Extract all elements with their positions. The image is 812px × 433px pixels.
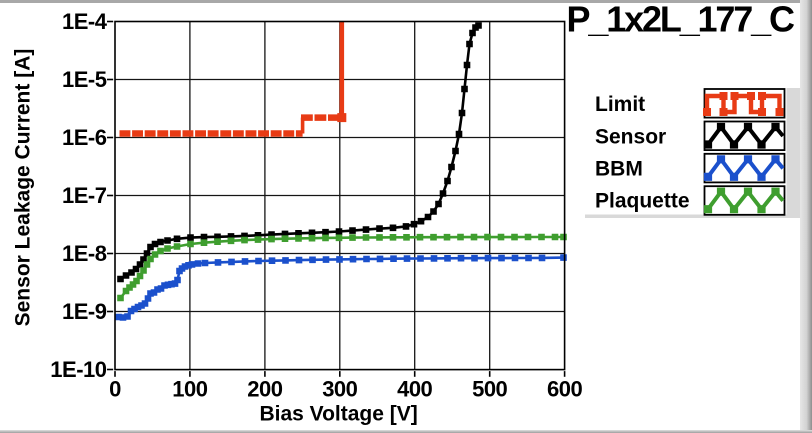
svg-text:1E-10: 1E-10: [50, 357, 106, 382]
svg-text:0: 0: [109, 377, 121, 402]
svg-text:1E-9: 1E-9: [62, 299, 107, 324]
svg-text:BBM: BBM: [595, 157, 643, 180]
svg-text:1E-5: 1E-5: [62, 67, 107, 92]
svg-text:Sensor Leakage Current [A]: Sensor Leakage Current [A]: [12, 49, 35, 327]
svg-text:400: 400: [397, 377, 432, 402]
svg-text:P_1x2L_177_C: P_1x2L_177_C: [567, 0, 796, 40]
svg-text:300: 300: [322, 377, 357, 402]
svg-text:1E-4: 1E-4: [62, 9, 108, 34]
svg-text:Bias Voltage [V]: Bias Voltage [V]: [259, 403, 417, 426]
svg-text:1E-7: 1E-7: [62, 183, 107, 208]
svg-text:1E-8: 1E-8: [62, 241, 107, 266]
svg-text:100: 100: [172, 377, 207, 402]
svg-text:600: 600: [547, 377, 582, 402]
svg-text:1E-6: 1E-6: [62, 125, 107, 150]
svg-text:Limit: Limit: [595, 93, 645, 116]
svg-text:500: 500: [472, 377, 507, 402]
svg-text:200: 200: [247, 377, 282, 402]
svg-text:Plaquette: Plaquette: [595, 189, 690, 212]
svg-text:Sensor: Sensor: [595, 125, 666, 148]
